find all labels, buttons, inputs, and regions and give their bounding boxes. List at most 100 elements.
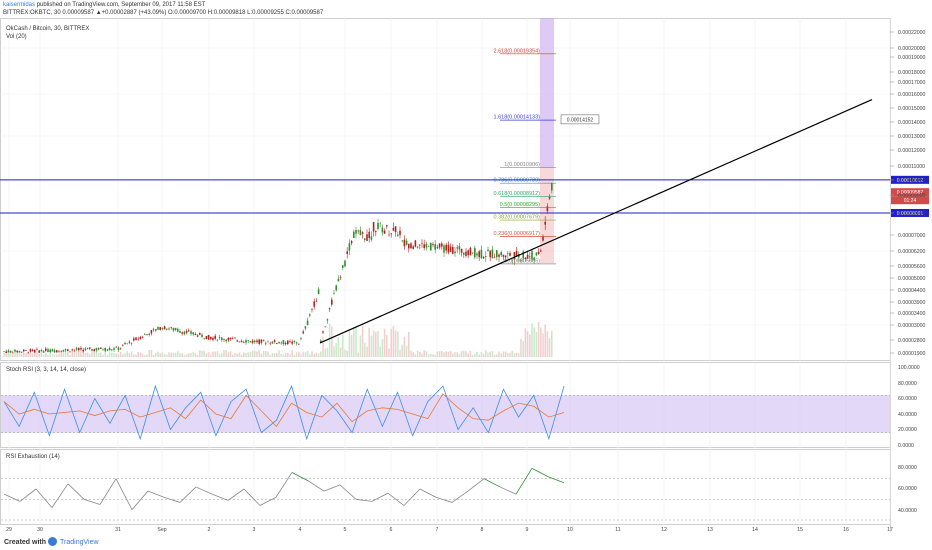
candle-body: [260, 339, 263, 343]
candle-body: [223, 339, 225, 340]
candle-body: [269, 343, 271, 345]
candle-body: [133, 338, 135, 341]
volume-bar: [386, 335, 388, 357]
rsi-segment: [403, 488, 421, 506]
candle-body: [383, 230, 386, 234]
price-axis-label: 0.00018000: [898, 70, 926, 76]
time-axis: 29 30 31 Sep 2 3 4 5 6 7 8 9 10 11 12 13 14 15 16 17: [6, 527, 893, 533]
volume-bar: [311, 351, 313, 357]
candle-body: [366, 234, 368, 241]
volume-bar: [56, 354, 58, 357]
fib-lower-zone: [540, 168, 554, 263]
rsi-segment: [419, 488, 437, 498]
candle-body: [302, 331, 304, 334]
rsi-pane-title: RSI Exhaustion (14): [6, 454, 60, 460]
candle-body: [262, 339, 265, 341]
candle-body: [331, 299, 333, 305]
price-axis: 0.00022000 0.00020000 0.00019000 0.00018000…: [890, 30, 926, 357]
volume-bar: [434, 354, 436, 357]
candle-body: [27, 352, 29, 354]
volume-bar: [335, 343, 337, 357]
volume-bar: [529, 334, 531, 357]
volume-bar: [49, 350, 51, 357]
candle-body: [500, 252, 502, 256]
candle-body: [177, 328, 179, 332]
trendline[interactable]: [319, 99, 873, 344]
volume-bar: [509, 352, 511, 357]
volume-bar: [366, 346, 368, 357]
volume-bar: [421, 353, 423, 357]
candle-body: [126, 343, 128, 345]
candle-body: [471, 252, 474, 254]
rsi-segment: [483, 478, 501, 488]
candle-body: [179, 330, 181, 333]
candle-body: [265, 343, 267, 345]
volume-bar: [502, 351, 505, 357]
rsi-pane-frame: [0, 449, 891, 525]
volume-bar: [254, 350, 256, 357]
fib-level-label: 0.786(0.00009789): [494, 178, 541, 184]
volume-bar: [535, 332, 538, 357]
candle-body: [5, 351, 7, 353]
candle-body: [392, 227, 395, 231]
rsi-segment: [179, 486, 197, 503]
volume-bar: [427, 354, 430, 357]
candle-body: [544, 221, 546, 225]
volume-bar: [249, 351, 252, 357]
volume-bar: [172, 352, 175, 357]
candle-body: [370, 236, 373, 240]
candle-body: [95, 348, 98, 351]
volume-bar: [102, 354, 104, 357]
volume-bar: [500, 353, 502, 357]
rsi-segment: [547, 476, 565, 484]
volume-bar: [223, 350, 225, 357]
time-axis-label: 16: [843, 527, 849, 533]
candle-body: [443, 245, 445, 253]
candle-body: [276, 343, 278, 344]
candle-body: [493, 257, 496, 259]
candle-body: [135, 337, 137, 340]
candle-body: [280, 342, 282, 344]
price-axis-label: 0.00011000: [898, 164, 925, 170]
volume-bar: [526, 331, 529, 357]
candle-body: [456, 247, 458, 249]
candle-body: [291, 341, 293, 344]
volume-bar: [537, 322, 540, 357]
candle-body: [190, 331, 192, 334]
candle-body: [282, 340, 285, 344]
candle-body: [196, 335, 199, 337]
candle-body: [298, 343, 300, 345]
candle-body: [181, 332, 183, 334]
rsi-segment: [131, 490, 149, 510]
candle-body: [313, 301, 315, 307]
volume-bar: [289, 354, 291, 357]
time-axis-label: 9: [526, 527, 529, 533]
candle-body: [64, 349, 67, 351]
candle-body: [166, 328, 168, 330]
rsi-segment: [3, 493, 21, 502]
candle-body: [104, 348, 106, 351]
stoch-axis-label: 0.0000: [898, 443, 914, 449]
volume-bar: [238, 352, 241, 357]
volume-bar: [328, 323, 331, 357]
candle-body: [42, 351, 45, 353]
volume-bar: [3, 352, 5, 357]
horizontal-lines[interactable]: 0.00010012 0.00009587 01:24 0.00008001: [0, 175, 929, 217]
candle-body: [526, 254, 529, 259]
brand-link[interactable]: TradingView: [60, 539, 99, 546]
header-bar: kaisermidas published on TradingView.com…: [0, 0, 932, 18]
volume-bar: [188, 353, 190, 357]
candle-body: [353, 231, 355, 238]
volume-bar: [221, 353, 223, 357]
volume-bar: [372, 330, 375, 357]
candle-body: [256, 340, 258, 343]
volume-bar: [287, 352, 289, 357]
price-axis-label: 0.00001900: [898, 351, 926, 357]
volume-bar: [64, 351, 67, 357]
candle-body: [346, 251, 348, 254]
candle-body: [379, 222, 381, 224]
author-link[interactable]: kaisermidas: [3, 2, 36, 8]
candle-body: [465, 251, 467, 257]
candle-body: [463, 252, 465, 255]
